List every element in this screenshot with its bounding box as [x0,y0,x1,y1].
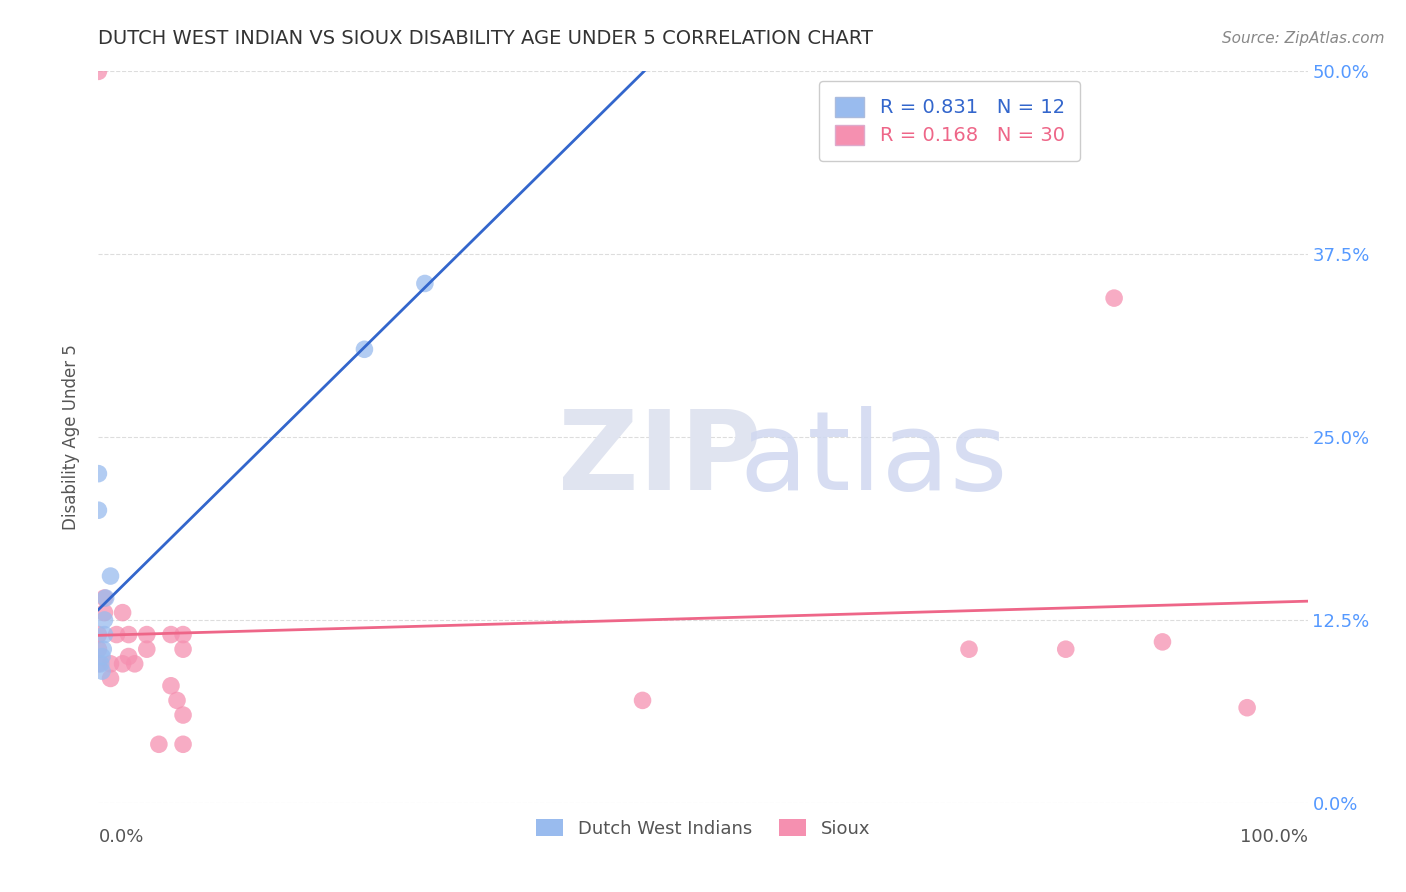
Point [160,627,183,641]
Point [166,693,188,707]
Point [1102,291,1125,305]
Point [100,569,122,583]
Point [87,503,110,517]
Point [87,657,110,671]
Point [160,679,183,693]
Point [87,642,110,657]
Point [957,642,980,657]
Point [94,591,117,605]
Text: DUTCH WEST INDIAN VS SIOUX DISABILITY AGE UNDER 5 CORRELATION CHART: DUTCH WEST INDIAN VS SIOUX DISABILITY AG… [98,29,873,47]
Point [1054,642,1077,657]
Point [631,693,654,707]
Point [87,627,110,641]
Point [91,664,114,678]
Text: ZIP: ZIP [558,406,761,513]
Text: atlas: atlas [740,406,1008,513]
Text: Source: ZipAtlas.com: Source: ZipAtlas.com [1222,31,1385,46]
Point [93,627,115,641]
Point [91,649,114,664]
Point [172,627,194,641]
Point [413,277,436,291]
Point [172,642,194,657]
Point [100,672,122,686]
Point [100,657,122,671]
Point [118,627,141,641]
Point [124,657,146,671]
Point [91,642,114,657]
Point [93,591,115,605]
Point [135,627,157,641]
Point [90,657,112,671]
Point [135,642,157,657]
Point [1152,635,1174,649]
Point [1236,700,1258,714]
Text: 100.0%: 100.0% [1240,829,1308,847]
Point [118,649,141,664]
Point [105,627,128,641]
Point [172,708,194,723]
Point [93,613,115,627]
Point [172,737,194,751]
Point [93,606,115,620]
Point [111,657,134,671]
Point [111,606,134,620]
Point [87,467,110,481]
Legend: Dutch West Indians, Sioux: Dutch West Indians, Sioux [529,813,877,845]
Text: 0.0%: 0.0% [98,829,143,847]
Point [353,343,375,357]
Y-axis label: Disability Age Under 5: Disability Age Under 5 [62,344,80,530]
Point [87,64,110,78]
Point [148,737,170,751]
